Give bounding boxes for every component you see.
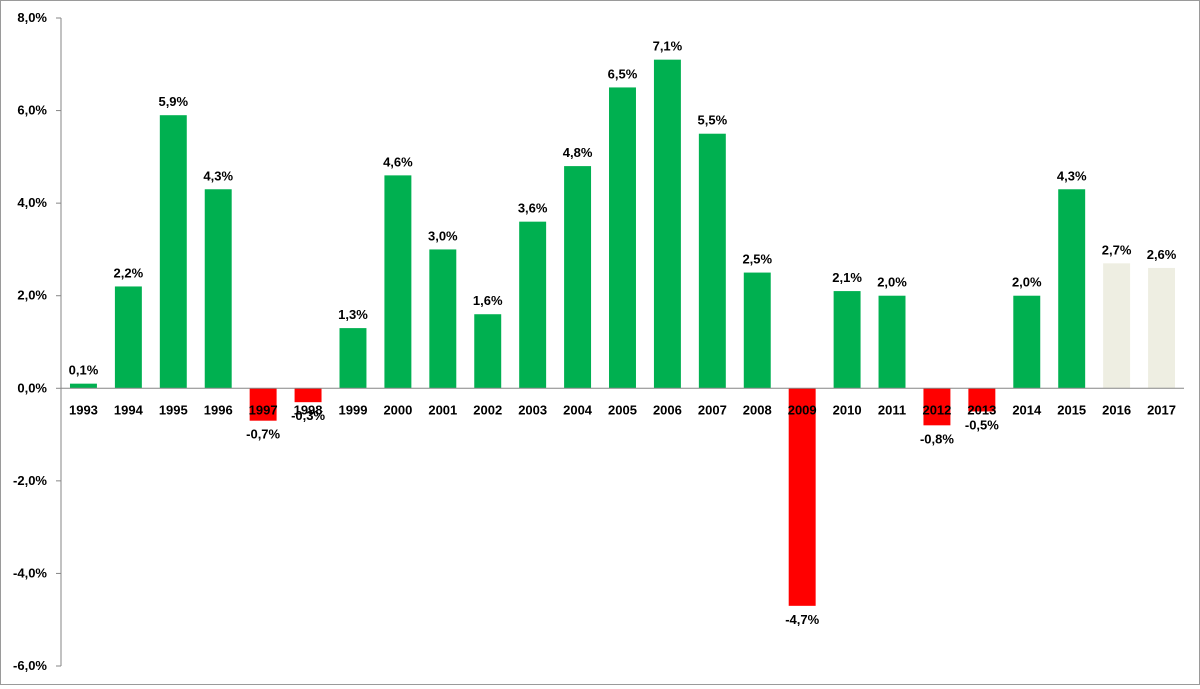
x-tick-label: 1995 bbox=[159, 402, 188, 417]
data-label-2001: 3,0% bbox=[428, 228, 458, 243]
x-tick-label: 1994 bbox=[114, 402, 144, 417]
data-labels: 0,1% 2,2% 5,9% 4,3% -0,7% -0,3% 1,3% 4,6% 3,0% 1,… bbox=[69, 39, 1177, 627]
data-label-2007: 5,5% bbox=[698, 113, 728, 128]
bar-2010 bbox=[833, 291, 861, 389]
data-label-1999: 1,3% bbox=[338, 307, 368, 322]
bar-2005 bbox=[609, 87, 636, 389]
bar-2015 bbox=[1058, 189, 1086, 389]
bar-2011 bbox=[878, 295, 906, 389]
bar-2013 bbox=[968, 388, 996, 412]
data-label-2004: 4,8% bbox=[563, 145, 593, 160]
bar-2002 bbox=[474, 314, 502, 389]
data-label-2013: -0,5% bbox=[965, 417, 999, 432]
bar-2009 bbox=[788, 388, 816, 606]
x-tick-label: 2005 bbox=[608, 402, 637, 417]
data-label-1996: 4,3% bbox=[203, 168, 233, 183]
data-label-2010: 2,1% bbox=[832, 270, 862, 285]
data-label-1995: 5,9% bbox=[158, 94, 188, 109]
y-tick-label: -2,0% bbox=[13, 473, 47, 488]
y-tick-label: 2,0% bbox=[17, 288, 47, 303]
x-tick-label: 2004 bbox=[563, 402, 593, 417]
data-label-2011: 2,0% bbox=[877, 275, 907, 290]
bar-2006 bbox=[653, 59, 681, 389]
y-tick-label: 6,0% bbox=[17, 103, 47, 118]
x-tick-label: 2002 bbox=[473, 402, 502, 417]
y-tick-label: 4,0% bbox=[17, 195, 47, 210]
bar-1995 bbox=[159, 115, 187, 389]
bar-1993 bbox=[69, 383, 97, 389]
data-label-2000: 4,6% bbox=[383, 154, 413, 169]
bar-2003 bbox=[519, 221, 547, 389]
x-tick-label: 2015 bbox=[1057, 402, 1086, 417]
x-tick-label: 1997 bbox=[249, 402, 278, 417]
x-tick-label: 2006 bbox=[653, 402, 682, 417]
data-label-1998: -0,3% bbox=[291, 408, 325, 423]
bar-2004 bbox=[564, 166, 592, 389]
x-tick-label: 2003 bbox=[518, 402, 547, 417]
data-label-2003: 3,6% bbox=[518, 201, 548, 216]
bar-1999 bbox=[339, 328, 367, 389]
bar-2017 bbox=[1148, 267, 1176, 389]
x-tick-label: 2001 bbox=[428, 402, 457, 417]
data-label-1994: 2,2% bbox=[114, 265, 144, 280]
x-tick-label: 2009 bbox=[788, 402, 817, 417]
x-tick-label: 2011 bbox=[878, 402, 906, 417]
y-tick-label: -4,0% bbox=[13, 565, 47, 580]
bar-1998 bbox=[294, 388, 322, 403]
bar-1996 bbox=[204, 189, 232, 389]
data-label-2014: 2,0% bbox=[1012, 275, 1042, 290]
y-axis: 8,0% 6,0% 4,0% 2,0% 0,0% -2,0% -4,0% -6,0% bbox=[13, 10, 62, 673]
bar-2014 bbox=[1013, 295, 1041, 389]
data-label-1993: 0,1% bbox=[69, 363, 99, 378]
x-tick-label: 2010 bbox=[833, 402, 862, 417]
x-tick-label: 1999 bbox=[339, 402, 368, 417]
x-tick-label: 2016 bbox=[1102, 402, 1131, 417]
data-label-2012: -0,8% bbox=[920, 431, 954, 446]
x-tick-label: 1993 bbox=[69, 402, 98, 417]
x-tick-label: 1996 bbox=[204, 402, 233, 417]
data-label-2015: 4,3% bbox=[1057, 168, 1087, 183]
x-tick-label: 2008 bbox=[743, 402, 772, 417]
x-tick-label: 2007 bbox=[698, 402, 727, 417]
data-label-2017: 2,6% bbox=[1147, 247, 1177, 262]
bar-2012 bbox=[923, 388, 951, 426]
x-tick-label: 2014 bbox=[1012, 402, 1042, 417]
data-label-2002: 1,6% bbox=[473, 293, 503, 308]
x-tick-label: 2012 bbox=[922, 402, 951, 417]
x-tick-label: 2017 bbox=[1147, 402, 1176, 417]
bar-2016 bbox=[1103, 263, 1131, 389]
y-tick-label: 0,0% bbox=[17, 380, 47, 395]
x-tick-label: 2013 bbox=[967, 402, 996, 417]
data-label-2009: -4,7% bbox=[785, 612, 819, 627]
bar-1997 bbox=[249, 388, 277, 421]
data-label-2016: 2,7% bbox=[1102, 242, 1132, 257]
data-label-2006: 7,1% bbox=[653, 39, 683, 54]
bar-1994 bbox=[114, 286, 142, 389]
data-label-2008: 2,5% bbox=[742, 252, 772, 267]
bar-2007 bbox=[698, 133, 726, 389]
bar-2000 bbox=[384, 175, 412, 389]
data-label-1997: -0,7% bbox=[246, 427, 280, 442]
x-axis: 1993 1994 1995 1996 1997 1998 1999 2000 2001 2002… bbox=[61, 387, 1184, 417]
data-label-2005: 6,5% bbox=[608, 66, 638, 81]
x-tick-label: 2000 bbox=[383, 402, 412, 417]
y-tick-label: -6,0% bbox=[13, 658, 47, 673]
bars bbox=[69, 59, 1176, 606]
y-tick-label: 8,0% bbox=[17, 10, 47, 25]
bar-2001 bbox=[429, 249, 457, 389]
bar-2008 bbox=[743, 272, 771, 389]
x-tick-label: 1998 bbox=[294, 402, 323, 417]
